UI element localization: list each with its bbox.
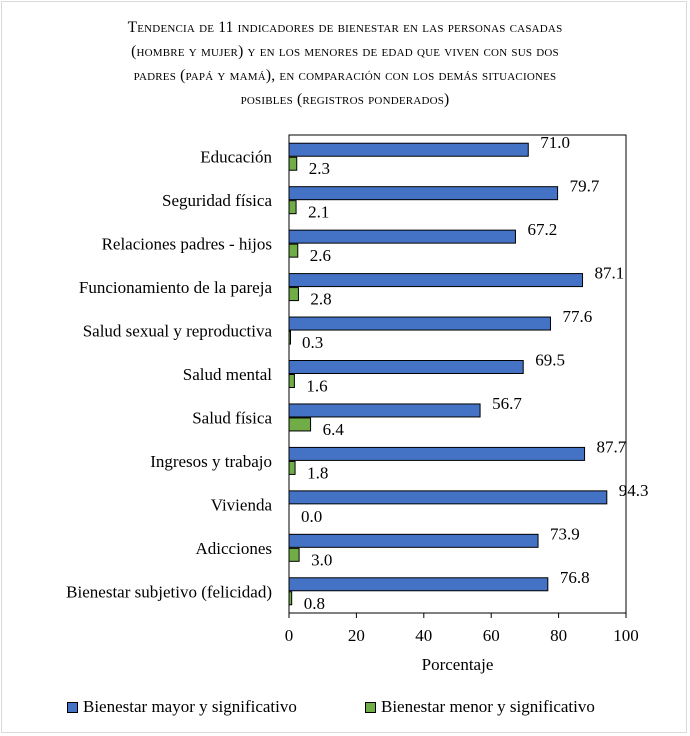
category-label: Seguridad física — [162, 191, 272, 210]
bar-mayor — [288, 490, 608, 505]
value-label-mayor: 69.5 — [535, 351, 565, 370]
chart-title-line-2: (hombre y mujer) y en los menores de eda… — [131, 43, 559, 60]
bar-mayor — [288, 142, 529, 157]
legend-swatch-menor — [365, 701, 376, 713]
bar-menor — [288, 460, 296, 475]
value-label-mayor: 87.1 — [595, 264, 625, 283]
x-tick-label: 0 — [285, 626, 294, 645]
value-label-mayor: 94.3 — [619, 481, 649, 500]
value-label-mayor: 71.0 — [540, 133, 570, 152]
value-label-mayor: 73.9 — [550, 524, 580, 543]
chart-title: Tendencia de 11 indicadores de bienestar… — [0, 16, 690, 112]
category-label: Funcionamiento de la pareja — [79, 278, 273, 297]
value-label-mayor: 77.6 — [563, 307, 593, 326]
x-tick-label: 40 — [415, 626, 432, 645]
x-tick-label: 60 — [483, 626, 500, 645]
bar-menor — [288, 243, 299, 258]
x-tick-label: 20 — [348, 626, 365, 645]
value-label-mayor: 76.8 — [560, 568, 590, 587]
bar-mayor — [288, 403, 481, 418]
x-tick-label: 80 — [550, 626, 567, 645]
value-label-menor: 2.6 — [310, 246, 331, 265]
bar-menor — [288, 547, 300, 562]
legend-label-mayor: Bienestar mayor y significativo — [83, 697, 297, 716]
bar-mayor — [288, 446, 586, 461]
legend-item-menor: Bienestar menor y significativo — [365, 697, 595, 717]
bar-menor — [288, 156, 298, 171]
bar-mayor — [288, 229, 516, 244]
bar-mayor — [288, 186, 559, 201]
x-axis-title: Porcentaje — [422, 655, 494, 674]
value-label-mayor: 79.7 — [570, 177, 600, 196]
legend-label-menor: Bienestar menor y significativo — [381, 697, 595, 716]
bar-menor — [288, 417, 312, 432]
category-label: Bienestar subjetivo (felicidad) — [66, 582, 272, 601]
chart-title-line-1: Tendencia de 11 indicadores de bienestar… — [127, 19, 563, 36]
category-label: Relaciones padres - hijos — [102, 235, 272, 254]
chart-title-line-3: padres (papá y mamá), en comparación con… — [133, 67, 557, 84]
x-tick-label: 100 — [613, 626, 639, 645]
bar-mayor — [288, 577, 549, 592]
value-label-mayor: 87.7 — [597, 437, 627, 456]
bar-mayor — [288, 360, 524, 374]
bar-mayor — [288, 533, 539, 548]
value-label-menor: 2.3 — [309, 159, 330, 178]
value-label-menor: 0.3 — [302, 333, 323, 352]
category-label: Educación — [200, 148, 272, 167]
value-label-menor: 6.4 — [323, 420, 345, 439]
bar-menor — [288, 287, 299, 302]
category-label: Salud mental — [183, 365, 273, 384]
value-label-menor: 3.0 — [311, 550, 332, 569]
bar-menor — [288, 374, 295, 388]
value-label-mayor: 67.2 — [527, 220, 557, 239]
legend-swatch-mayor — [67, 701, 78, 713]
category-label: Salud sexual y reproductiva — [83, 322, 273, 341]
value-label-menor: 2.1 — [308, 203, 329, 222]
legend: Bienestar mayor y significativo Bienesta… — [0, 697, 690, 721]
value-label-menor: 0.8 — [304, 594, 325, 613]
category-label: Adicciones — [196, 539, 272, 558]
legend-item-mayor: Bienestar mayor y significativo — [67, 697, 297, 717]
bar-menor — [288, 330, 291, 345]
category-label: Ingresos y trabajo — [150, 452, 272, 471]
bar-menor — [288, 200, 297, 215]
bar-menor — [288, 591, 293, 606]
bar-mayor — [288, 273, 584, 288]
category-label: Salud física — [192, 408, 272, 427]
bar-mayor — [288, 316, 552, 331]
chart-title-line-4: posibles (registros ponderados) — [240, 91, 450, 108]
value-label-menor: 1.6 — [306, 377, 327, 396]
category-label: Vivienda — [211, 495, 273, 514]
value-label-mayor: 56.7 — [492, 394, 522, 413]
value-label-menor: 0.0 — [301, 507, 322, 526]
value-label-menor: 2.8 — [310, 290, 331, 309]
value-label-menor: 1.8 — [307, 463, 328, 482]
